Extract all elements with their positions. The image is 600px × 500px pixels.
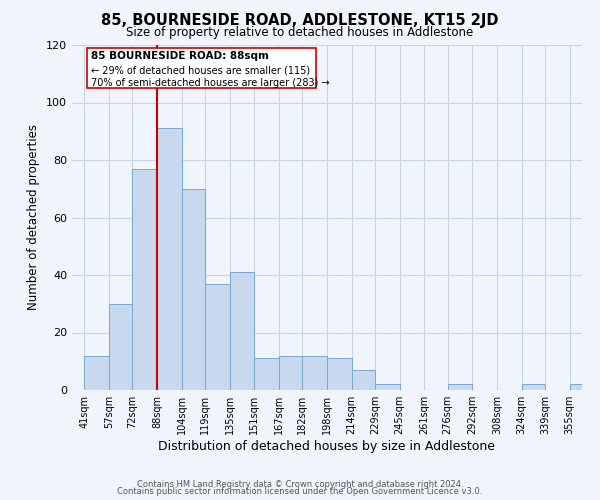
Bar <box>230 272 254 390</box>
Y-axis label: Number of detached properties: Number of detached properties <box>28 124 40 310</box>
Bar <box>157 128 182 390</box>
Bar <box>109 304 132 390</box>
Bar <box>569 384 595 390</box>
Bar <box>205 284 230 390</box>
FancyBboxPatch shape <box>88 48 316 88</box>
Text: ← 29% of detached houses are smaller (115): ← 29% of detached houses are smaller (11… <box>91 65 310 75</box>
Text: 85, BOURNESIDE ROAD, ADDLESTONE, KT15 2JD: 85, BOURNESIDE ROAD, ADDLESTONE, KT15 2J… <box>101 12 499 28</box>
Bar <box>522 384 545 390</box>
Bar <box>352 370 375 390</box>
X-axis label: Distribution of detached houses by size in Addlestone: Distribution of detached houses by size … <box>158 440 496 453</box>
Bar <box>448 384 472 390</box>
Bar <box>132 168 157 390</box>
Text: 70% of semi-detached houses are larger (283) →: 70% of semi-detached houses are larger (… <box>91 78 329 88</box>
Text: Size of property relative to detached houses in Addlestone: Size of property relative to detached ho… <box>127 26 473 39</box>
Text: 85 BOURNESIDE ROAD: 88sqm: 85 BOURNESIDE ROAD: 88sqm <box>91 51 268 60</box>
Text: Contains public sector information licensed under the Open Government Licence v3: Contains public sector information licen… <box>118 487 482 496</box>
Bar <box>279 356 302 390</box>
Bar <box>254 358 279 390</box>
Bar <box>327 358 352 390</box>
Bar <box>182 188 205 390</box>
Bar <box>375 384 400 390</box>
Text: Contains HM Land Registry data © Crown copyright and database right 2024.: Contains HM Land Registry data © Crown c… <box>137 480 463 489</box>
Bar <box>85 356 109 390</box>
Bar <box>302 356 327 390</box>
